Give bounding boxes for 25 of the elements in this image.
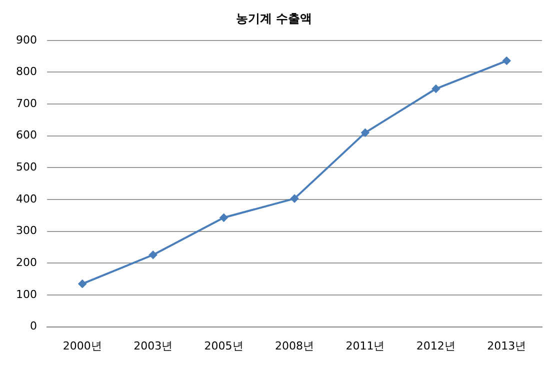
y-tick-label: 200 — [16, 256, 37, 270]
x-tick-label: 2000년 — [62, 339, 102, 352]
y-tick-label: 400 — [16, 192, 37, 206]
point — [361, 128, 370, 137]
x-tick-label: 2005년 — [204, 339, 244, 352]
point — [502, 56, 511, 65]
y-tick-label: 100 — [16, 288, 37, 301]
chart-title: 농기계 수출액 — [236, 11, 312, 26]
x-tick-label: 2008년 — [275, 339, 314, 352]
y-tick-label: 500 — [16, 160, 37, 174]
y-tick-label: 700 — [16, 96, 37, 110]
y-tick-label: 900 — [16, 33, 37, 46]
x-tick-label: 2013년 — [487, 339, 526, 352]
y-tick-label: 0 — [30, 320, 37, 333]
x-tick-label: 2003년 — [134, 339, 173, 352]
point — [78, 280, 86, 288]
y-tick-label: 800 — [16, 65, 37, 78]
x-tick-label: 2011년 — [346, 339, 385, 352]
y-tick-label: 600 — [16, 128, 37, 142]
y-tick-label: 300 — [16, 224, 37, 238]
point — [149, 250, 158, 259]
point — [220, 214, 228, 222]
point — [290, 194, 298, 203]
point — [432, 84, 440, 93]
x-tick-label: 2012년 — [416, 339, 456, 352]
